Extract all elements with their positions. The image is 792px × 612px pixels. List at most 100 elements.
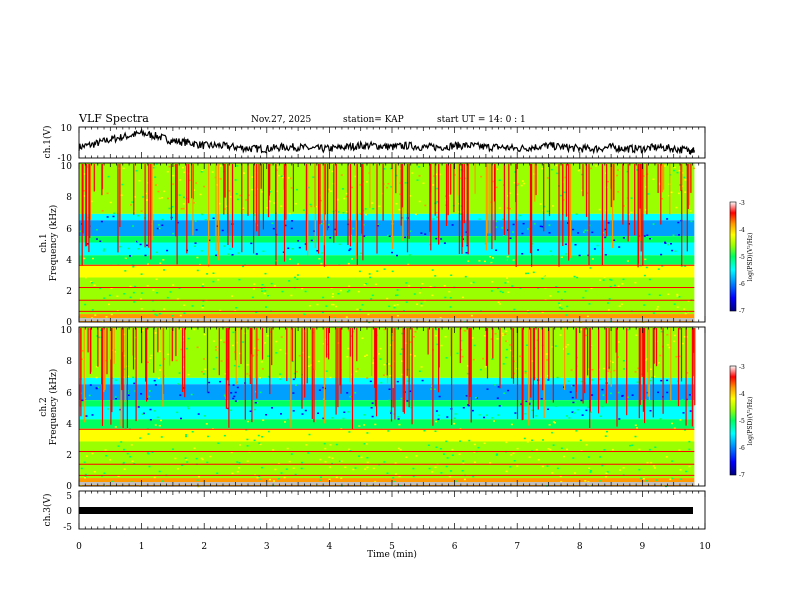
spec2-sferic <box>103 328 105 392</box>
spec2-speckle <box>523 437 526 440</box>
spec1-speckle <box>308 305 311 307</box>
spec1-speckle <box>664 242 667 244</box>
spec2-speckle <box>205 423 208 425</box>
spec2-speckle <box>392 480 395 483</box>
spec1-speckle <box>166 249 169 252</box>
spec1-speckle <box>133 196 136 198</box>
spec2-speckle <box>679 419 682 421</box>
spec1-speckle <box>139 258 142 260</box>
spec1-speckle <box>247 194 250 196</box>
spec2-speckle <box>657 391 660 394</box>
spec2-speckle <box>280 413 282 415</box>
spec2-speckle <box>109 459 112 461</box>
spec1-speckle <box>140 210 143 212</box>
spec2-speckle <box>231 472 234 475</box>
spec1-speckle <box>390 167 393 170</box>
spec2-speckle <box>501 430 503 432</box>
spec1-speckle <box>200 250 203 252</box>
spec2-speckle <box>290 453 293 455</box>
spec1-speckle <box>386 186 389 189</box>
spec2-speckle <box>554 422 556 424</box>
spec1-speckle <box>431 294 434 297</box>
spec1-sferic <box>335 164 337 236</box>
spec1-band-6 <box>79 264 695 278</box>
spec2-speckle <box>378 353 380 355</box>
spec1-speckle <box>491 180 494 183</box>
spec2-speckle <box>158 470 161 473</box>
spec2-speckle <box>120 441 123 443</box>
spec1-speckle <box>434 275 437 277</box>
spec2-speckle <box>434 335 437 337</box>
spec2-speckle <box>563 455 565 458</box>
spec2-speckle <box>320 476 322 478</box>
spec2-sferic <box>694 328 696 406</box>
spec1-speckle <box>678 169 681 172</box>
spec1-speckle <box>575 213 578 215</box>
spec2-sferic <box>251 328 253 423</box>
ch3-waveform-trace <box>79 507 693 514</box>
spec1-speckle <box>217 279 220 281</box>
spec2-speckle <box>348 448 351 451</box>
spec1-sferic <box>89 164 92 220</box>
spec1-speckle <box>286 265 289 267</box>
spec1-speckle <box>162 272 165 274</box>
spec1-sferic <box>508 164 510 255</box>
spec1-speckle <box>555 164 558 167</box>
spec1-speckle <box>287 177 290 179</box>
spec2-speckle <box>491 417 494 419</box>
spec2-band-5 <box>79 419 695 429</box>
spec1-sferic <box>148 164 150 248</box>
spec1-speckle <box>371 202 374 204</box>
spec2-speckle <box>528 456 531 458</box>
spec1-speckle <box>157 224 160 226</box>
spec1-speckle <box>467 261 470 264</box>
spec1-sferic <box>601 164 603 266</box>
spec1-sferic <box>369 164 371 208</box>
spec2-speckle <box>460 339 463 342</box>
spec1-speckle <box>504 282 507 284</box>
spec2-speckle <box>172 448 174 450</box>
spec2-speckle <box>181 464 184 466</box>
spec2-speckle <box>570 369 573 371</box>
spec1-speckle <box>196 269 199 272</box>
spec1-speckle <box>419 256 422 259</box>
spec2-speckle <box>554 405 557 407</box>
spec1-speckle <box>289 177 292 180</box>
spec1-speckle <box>122 167 125 170</box>
spec1-speckle <box>249 269 252 272</box>
spec2-speckle <box>370 407 373 409</box>
spec2-speckle <box>253 439 256 442</box>
spec2-speckle <box>556 376 559 379</box>
spec1-speckle <box>582 296 585 299</box>
spec1-speckle <box>666 218 669 220</box>
spec1-speckle <box>416 303 419 305</box>
spec2-speckle <box>232 397 235 400</box>
spec1-speckle <box>354 175 357 178</box>
spec2-sferic <box>390 328 393 422</box>
spec2-speckle <box>409 390 412 392</box>
spec2-sferic <box>575 328 577 399</box>
spec2-speckle <box>598 480 601 482</box>
spec1-speckle <box>91 309 94 311</box>
spec1-speckle <box>566 305 569 308</box>
spec1-speckle <box>609 278 612 281</box>
spec1-band-3 <box>79 236 695 243</box>
spec2-speckle <box>598 378 601 381</box>
spec1-speckle <box>447 194 450 197</box>
spec2-speckle <box>587 456 590 458</box>
spec2-speckle <box>571 385 574 387</box>
spec2-speckle <box>689 431 692 433</box>
spec1-speckle <box>420 232 423 234</box>
spec1-sferic <box>466 164 468 245</box>
spec2-speckle <box>566 448 568 451</box>
spec2-speckle <box>130 444 133 446</box>
spec2-speckle <box>491 358 494 360</box>
spec2-speckle <box>223 434 226 437</box>
spec1-speckle <box>519 287 522 289</box>
spec1-speckle <box>273 285 276 287</box>
spec2-sferic <box>135 328 137 422</box>
spec2-speckle <box>504 333 507 335</box>
spec2-sferic <box>146 328 148 402</box>
spec1-speckle <box>329 237 332 239</box>
spec2-speckle <box>472 475 475 478</box>
